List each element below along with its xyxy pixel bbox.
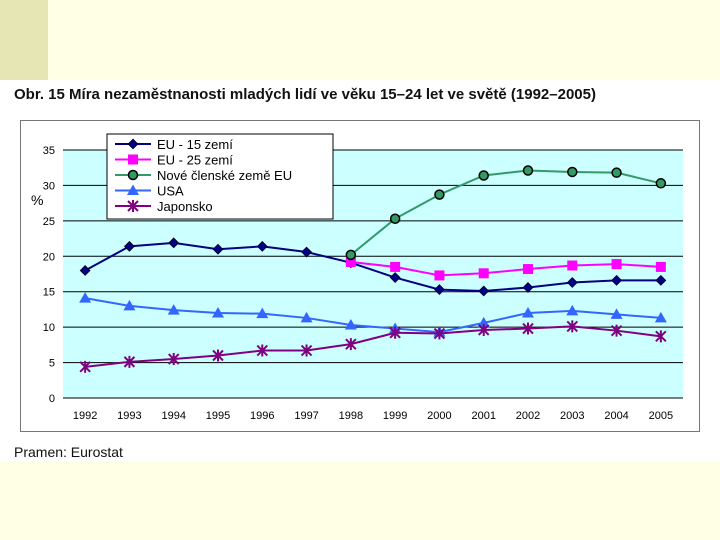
legend-box	[106, 133, 334, 220]
series-1-point	[655, 274, 667, 286]
series-5-point	[389, 326, 401, 339]
y-tick-label: 15	[43, 287, 55, 299]
line-chart: 0 5 10 15 20 25 30 35% 1992 1993 1994 1995 1996 1997 1…	[31, 133, 683, 422]
series-4-point	[79, 292, 92, 303]
series-line-2	[350, 260, 661, 277]
x-tick-label: 1992	[73, 410, 97, 422]
series-1-point	[124, 240, 135, 252]
series-3-point	[567, 166, 578, 178]
x-tick-label: 2002	[516, 410, 540, 422]
legend-label-1: EU - 15 zemí	[157, 137, 233, 152]
series-1-point	[434, 284, 445, 296]
figure-title: Obr. 15 Míra nezaměstnanosti mladých lid…	[14, 86, 596, 103]
legend-marker-3	[127, 169, 139, 181]
x-tick-label: 1994	[161, 410, 185, 422]
series-5-point	[433, 327, 446, 340]
x-tick-label: 2003	[560, 410, 584, 422]
series-4-point	[654, 311, 667, 323]
x-tick-label: 1998	[339, 410, 363, 422]
y-tick-label: 0	[49, 393, 55, 405]
x-tick-label: 1993	[117, 410, 141, 422]
y-tick-label: 10	[43, 322, 55, 334]
series-1-point	[212, 243, 224, 255]
series-1-point	[478, 285, 490, 297]
series-5-point	[300, 344, 313, 357]
series-1-point	[389, 272, 401, 283]
series-3-point	[522, 165, 534, 176]
series-5-point	[345, 338, 357, 351]
series-line-4	[84, 297, 661, 334]
series-5-point	[123, 355, 136, 368]
series-5-point	[610, 324, 623, 337]
series-4-point	[610, 308, 623, 319]
y-axis-label: %	[31, 192, 43, 208]
series-2-point	[434, 270, 445, 281]
series-line-3	[350, 169, 662, 256]
series-2-point	[345, 256, 356, 267]
x-tick-label: 2004	[604, 410, 628, 422]
series-5-point	[655, 330, 667, 343]
series-2-point	[523, 264, 533, 275]
series-line-1	[84, 241, 661, 293]
series-5-point	[522, 322, 534, 335]
series-1-point	[522, 282, 534, 293]
series-3-point	[478, 170, 489, 181]
series-line-5	[85, 325, 661, 368]
legend-label-3: Nové členské země EU	[157, 168, 292, 183]
legend-marker-5	[127, 200, 139, 212]
series-1-point	[301, 246, 312, 258]
x-tick-label: 2005	[649, 410, 673, 422]
series-3-point	[345, 249, 357, 261]
legend-label-2: EU - 25 zemí	[157, 153, 233, 168]
series-1-point	[79, 265, 91, 276]
y-tick-label: 20	[43, 251, 55, 263]
series-5-point	[79, 360, 91, 373]
series-1-point	[256, 240, 268, 252]
legend-marker-4	[127, 184, 139, 195]
chart-frame: 0 5 10 15 20 25 30 35% 1992 1993 1994 1995 1996 1997 1…	[20, 120, 700, 432]
series-4-point	[256, 307, 269, 319]
series-2-point	[611, 259, 622, 270]
series-4-point	[167, 304, 180, 315]
series-4-point	[212, 306, 224, 318]
series-3-point	[434, 189, 445, 200]
series-4-point	[344, 319, 357, 330]
x-tick-label: 1995	[206, 410, 230, 422]
x-tick-label: 1997	[294, 410, 318, 422]
x-tick-label: 2000	[427, 410, 451, 422]
series-1-point	[566, 277, 578, 288]
source-note: Pramen: Eurostat	[14, 444, 123, 460]
series-4-point	[477, 316, 490, 328]
series-2-point	[478, 268, 489, 279]
series-2-point	[390, 261, 401, 272]
series-4-point	[123, 299, 136, 311]
series-5-point	[168, 353, 180, 366]
legend-marker-1	[127, 138, 139, 150]
series-5-point	[478, 323, 490, 336]
y-tick-label: 5	[49, 358, 55, 370]
series-5-point	[212, 349, 224, 362]
y-tick-label: 30	[43, 180, 55, 192]
series-1-point	[168, 237, 180, 249]
legend-label-5: Japonsko	[157, 199, 213, 214]
series-3-point	[655, 178, 667, 189]
x-tick-label: 1999	[383, 410, 407, 422]
series-3-point	[611, 167, 622, 178]
series-4-point	[566, 304, 579, 316]
accent-bar	[0, 0, 48, 80]
y-tick-label: 35	[43, 145, 55, 157]
legend-marker-2	[128, 154, 138, 165]
series-3-point	[389, 213, 401, 224]
series-5-point	[256, 344, 268, 357]
series-4-point	[522, 306, 534, 318]
series-2-point	[655, 261, 666, 272]
series-5-point	[566, 320, 578, 333]
y-tick-label: 25	[43, 216, 55, 228]
series-1-point	[611, 274, 622, 286]
series-4-point	[300, 311, 313, 323]
x-tick-label: 2001	[471, 410, 495, 422]
x-tick-label: 1996	[250, 410, 274, 422]
series-2-point	[567, 260, 578, 271]
legend-label-4: USA	[157, 184, 184, 199]
